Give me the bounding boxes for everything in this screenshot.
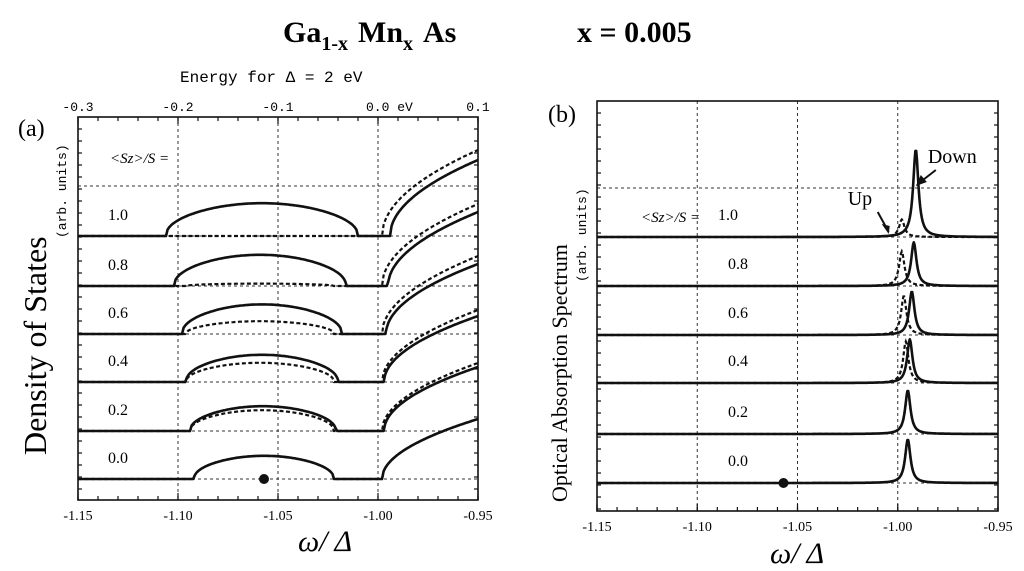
panel-a-dos-up-0.4 [78,314,479,384]
panel-b-arrowhead-up [881,224,890,234]
panel-b-abs-down-0.8 [596,241,999,288]
title-mn-subscript: x [403,33,413,55]
title-mn: Mn [358,16,403,49]
panel-a-top-axis-title: Energy for Δ = 2 eV [180,69,363,87]
panel-b-annotation-down: Down [928,146,977,168]
panel-a-dos-up-0.0 [78,417,479,481]
panel-a: (a) Energy for Δ = 2 eV Density of State… [17,69,493,558]
panel-b-xlabel: ω/ Δ [770,537,824,570]
panel-b-abs-up-0.8 [597,248,998,288]
panel-a-series-label-0.2: 0.2 [108,402,128,419]
panel-b-series-header: <Sz>/S = [641,210,700,226]
pa-xtick-label-1: -1.10 [163,509,192,524]
panel-b-ylabel-units: (arb. units) [575,188,590,282]
panel-a-dos-up-1.0 [78,158,479,238]
pa-xtick-label-2: -1.05 [263,509,292,524]
panel-b-abs-down-0.2 [596,389,999,436]
pb-xtick-label-0: -1.15 [582,520,611,535]
figure-title: Ga1-x Mnx As x = 0.005 [283,16,692,55]
title-ga-subscript: 1-x [321,33,348,55]
pa-toptick-label-0: -0.3 [62,100,93,115]
panel-b-ylabel: Optical Absorption Spectrum [547,244,572,502]
panel-b-abs-down-0.4 [596,338,999,385]
panel-a-curves [78,148,479,484]
panel-b-series-label-0.0: 0.0 [728,453,748,470]
panel-b-frame [596,100,999,512]
pb-xtick-label-3: -1.00 [883,520,912,535]
panel-b-label: (b) [548,102,576,128]
panel-a-ylabel: Density of States [17,236,53,455]
panel-b-marker-dot [778,478,789,488]
pa-toptick-label-2: -0.1 [262,100,293,115]
panel-b: (b) Optical Absorption Spectrum (arb. un… [547,100,1013,570]
panel-a-frame [77,116,479,501]
panel-a-x-tick-labels: -1.15 -1.10 -1.05 -1.00 -0.95 [63,509,492,524]
pa-xtick-label-3: -1.00 [363,509,392,524]
panel-a-series-label-0.0: 0.0 [108,450,128,467]
pb-xtick-label-1: -1.10 [683,520,712,535]
pb-xtick-label-2: -1.05 [783,520,812,535]
panel-b-series-labels: 1.0 0.8 0.6 0.4 0.2 0.0 [718,207,748,470]
pa-xtick-label-0: -1.15 [63,509,92,524]
pa-toptick-label-3: 0.0 eV [366,100,413,115]
panel-b-annotation-up: Up [848,188,872,210]
pa-toptick-label-4: 0.1 [466,100,490,115]
panel-b-abs-down-0.0 [596,438,999,485]
panel-b-abs-down-1.0 [596,149,999,239]
panel-a-ylabel-units: (arb. units) [55,144,70,238]
panel-a-series-header: <Sz>/S = [110,151,169,167]
panel-b-series-label-0.4: 0.4 [728,353,748,370]
panel-b-arrowhead-down [915,175,927,186]
panel-a-series-labels: 1.0 0.8 0.6 0.4 0.2 0.0 [108,207,128,467]
panel-b-series-label-0.6: 0.6 [728,305,748,322]
panel-b-annotations: Up Down [848,146,977,234]
panel-a-series-label-0.6: 0.6 [108,305,128,322]
panel-a-xlabel: ω/ Δ [298,525,352,558]
title-as: As [423,16,456,49]
panel-b-x-tick-labels: -1.15 -1.10 -1.05 -1.00 -0.95 [582,520,1012,535]
pa-toptick-label-1: -0.2 [162,100,193,115]
panel-b-series-label-0.8: 0.8 [728,256,748,273]
pa-xtick-label-4: -0.95 [463,509,492,524]
panel-a-dos-up-0.2 [78,365,479,433]
panel-b-curves [596,149,999,488]
panel-a-top-tick-labels: -0.3 -0.2 -0.1 0.0 eV 0.1 [62,100,490,115]
panel-b-abs-down-0.6 [596,290,999,337]
panel-a-marker-dot [259,474,269,484]
title-ga: Ga [283,16,321,49]
panel-b-series-label-1.0: 1.0 [718,207,738,224]
title-x-value: x = 0.005 [577,16,692,49]
panel-a-dos-down-0.2 [78,361,479,433]
panel-a-label: (a) [18,116,45,142]
panel-a-series-label-1.0: 1.0 [108,207,128,224]
panel-a-series-label-0.4: 0.4 [108,353,128,370]
panel-a-series-label-0.8: 0.8 [108,257,128,274]
panel-a-dos-up-0.6 [78,262,479,336]
panel-a-dos-up-0.8 [78,210,479,288]
pb-xtick-label-4: -0.95 [983,520,1012,535]
panel-b-series-label-0.2: 0.2 [728,404,748,421]
